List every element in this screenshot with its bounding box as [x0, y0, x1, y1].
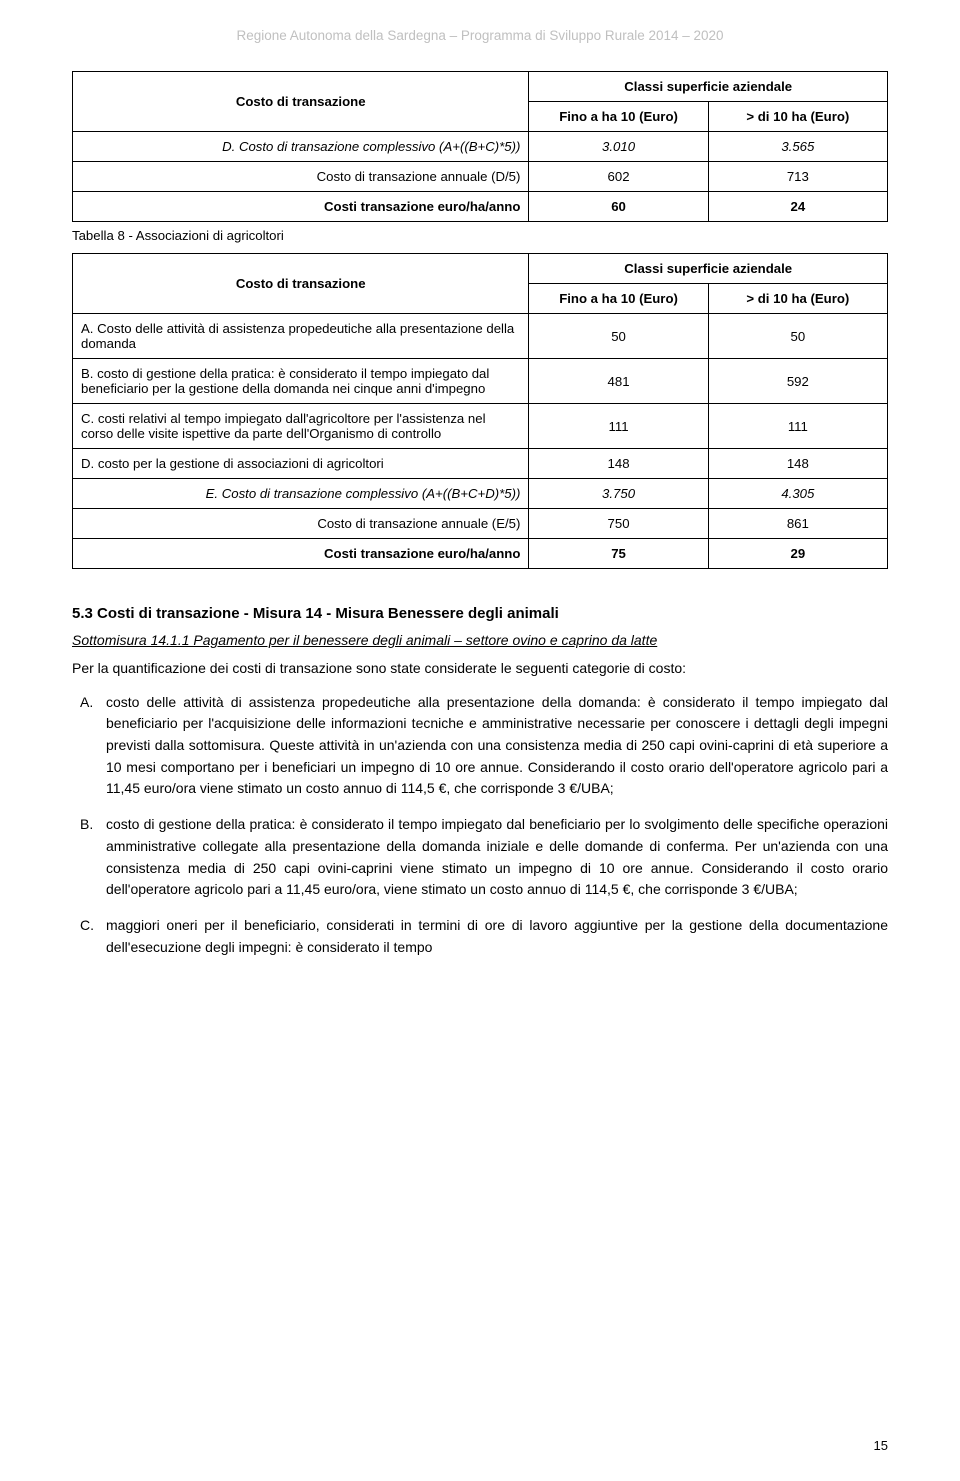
row-value-2: 713 [708, 162, 887, 192]
table-costo-transazione-a: Costo di transazione Classi superficie a… [72, 71, 888, 222]
row-label: D. Costo di transazione complessivo (A+(… [73, 132, 529, 162]
table-a-col1-header: Fino a ha 10 (Euro) [529, 102, 708, 132]
page-number: 15 [874, 1438, 888, 1453]
row-value-1: 75 [529, 539, 708, 569]
row-label: Costi transazione euro/ha/anno [73, 539, 529, 569]
row-value-2: 148 [708, 449, 887, 479]
row-value-1: 481 [529, 359, 708, 404]
table-row: Costi transazione euro/ha/anno6024 [73, 192, 888, 222]
list-text: maggiori oneri per il beneficiario, cons… [106, 917, 888, 955]
row-value-2: 111 [708, 404, 887, 449]
row-value-1: 750 [529, 509, 708, 539]
list-text: costo delle attività di assistenza prope… [106, 694, 888, 797]
row-value-2: 592 [708, 359, 887, 404]
row-value-1: 111 [529, 404, 708, 449]
list-text: costo di gestione della pratica: è consi… [106, 816, 888, 897]
page-header: Regione Autonoma della Sardegna – Progra… [72, 28, 888, 43]
table-row: Costo di transazione annuale (E/5)750861 [73, 509, 888, 539]
table-a-label-header: Costo di transazione [73, 72, 529, 132]
table-b-col1-header: Fino a ha 10 (Euro) [529, 284, 708, 314]
table-row: B. costo di gestione della pratica: è co… [73, 359, 888, 404]
table-row: A. Costo delle attività di assistenza pr… [73, 314, 888, 359]
section-intro: Per la quantificazione dei costi di tran… [72, 658, 888, 680]
list-marker: B. [80, 814, 93, 836]
row-label: B. costo di gestione della pratica: è co… [73, 359, 529, 404]
row-label: Costo di transazione annuale (E/5) [73, 509, 529, 539]
row-label: Costo di transazione annuale (D/5) [73, 162, 529, 192]
table-a-super-header: Classi superficie aziendale [529, 72, 888, 102]
section-list: A. costo delle attività di assistenza pro… [72, 692, 888, 959]
row-value-1: 3.750 [529, 479, 708, 509]
row-value-1: 3.010 [529, 132, 708, 162]
row-value-2: 29 [708, 539, 887, 569]
document-page: Regione Autonoma della Sardegna – Progra… [0, 0, 960, 1481]
list-marker: C. [80, 915, 94, 937]
table-row: E. Costo di transazione complessivo (A+(… [73, 479, 888, 509]
table-row: D. costo per la gestione di associazioni… [73, 449, 888, 479]
list-item: C. maggiori oneri per il beneficiario, co… [72, 915, 888, 958]
list-marker: A. [80, 692, 93, 714]
row-value-1: 50 [529, 314, 708, 359]
table-row: Costi transazione euro/ha/anno7529 [73, 539, 888, 569]
row-label: A. Costo delle attività di assistenza pr… [73, 314, 529, 359]
section-heading: 5.3 Costi di transazione - Misura 14 - M… [72, 605, 888, 622]
row-value-2: 24 [708, 192, 887, 222]
table-row: D. Costo di transazione complessivo (A+(… [73, 132, 888, 162]
row-value-2: 4.305 [708, 479, 887, 509]
row-label: D. costo per la gestione di associazioni… [73, 449, 529, 479]
list-item: B. costo di gestione della pratica: è con… [72, 814, 888, 901]
table-a-body: D. Costo di transazione complessivo (A+(… [73, 132, 888, 222]
row-value-1: 148 [529, 449, 708, 479]
section-subtitle: Sottomisura 14.1.1 Pagamento per il bene… [72, 632, 888, 648]
row-value-1: 60 [529, 192, 708, 222]
row-value-2: 861 [708, 509, 887, 539]
row-value-2: 50 [708, 314, 887, 359]
table-b-body: A. Costo delle attività di assistenza pr… [73, 314, 888, 569]
row-value-2: 3.565 [708, 132, 887, 162]
list-item: A. costo delle attività di assistenza pro… [72, 692, 888, 800]
row-label: Costi transazione euro/ha/anno [73, 192, 529, 222]
table-b-label-header: Costo di transazione [73, 254, 529, 314]
table-caption: Tabella 8 - Associazioni di agricoltori [72, 228, 888, 243]
table-b-super-header: Classi superficie aziendale [529, 254, 888, 284]
table-a-col2-header: > di 10 ha (Euro) [708, 102, 887, 132]
table-costo-transazione-b: Costo di transazione Classi superficie a… [72, 253, 888, 569]
table-row: Costo di transazione annuale (D/5)602713 [73, 162, 888, 192]
row-value-1: 602 [529, 162, 708, 192]
row-label: C. costi relativi al tempo impiegato dal… [73, 404, 529, 449]
table-b-col2-header: > di 10 ha (Euro) [708, 284, 887, 314]
row-label: E. Costo di transazione complessivo (A+(… [73, 479, 529, 509]
table-row: C. costi relativi al tempo impiegato dal… [73, 404, 888, 449]
